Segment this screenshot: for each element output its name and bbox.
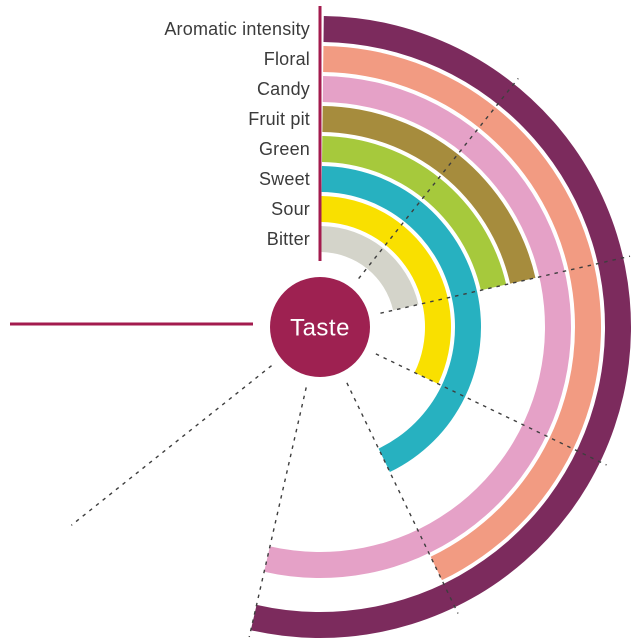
arc-floral — [323, 46, 601, 581]
gridline-5 — [248, 387, 307, 638]
gridline-6 — [70, 365, 272, 526]
label-sweet: Sweet — [259, 169, 310, 189]
arc-green — [322, 136, 507, 291]
label-green: Green — [259, 139, 310, 159]
arc-fruit-pit — [322, 106, 536, 284]
label-bitter: Bitter — [267, 229, 310, 249]
arc-bitter — [320, 226, 419, 311]
center-circle — [270, 277, 370, 377]
arc-sweet — [321, 166, 482, 473]
label-fruit-pit: Fruit pit — [248, 109, 310, 129]
arc-sour — [321, 196, 451, 384]
gridline-1 — [358, 77, 519, 279]
gridline-2 — [380, 255, 631, 314]
label-candy: Candy — [257, 79, 310, 99]
gridline-4 — [346, 382, 459, 614]
label-floral: Floral — [264, 49, 310, 69]
center-label: Taste — [290, 315, 350, 342]
label-aromatic-intensity: Aromatic intensity — [164, 19, 310, 39]
label-sour: Sour — [271, 199, 310, 219]
gridline-3 — [375, 353, 607, 466]
